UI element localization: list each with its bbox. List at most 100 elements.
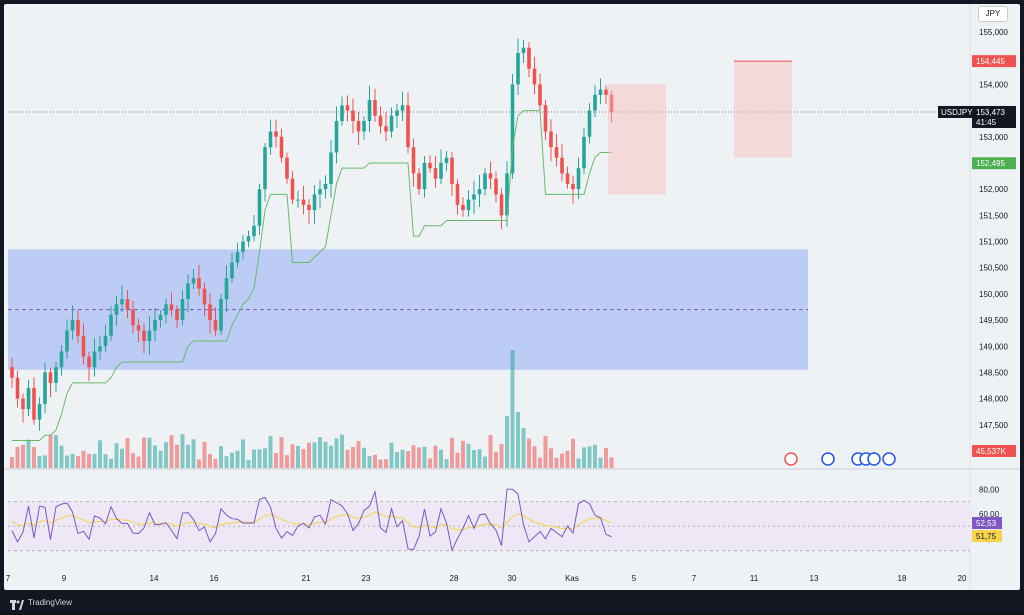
candle[interactable] xyxy=(345,105,350,111)
candle[interactable] xyxy=(307,204,311,211)
candle[interactable] xyxy=(301,199,306,205)
candle[interactable] xyxy=(70,320,75,331)
candle[interactable] xyxy=(538,84,542,106)
candle[interactable] xyxy=(549,131,553,148)
candle[interactable] xyxy=(252,225,256,237)
candle[interactable] xyxy=(21,398,25,410)
candle[interactable] xyxy=(560,157,564,174)
candle[interactable] xyxy=(356,121,361,132)
candle[interactable] xyxy=(268,131,273,148)
candle[interactable] xyxy=(472,194,476,200)
candle[interactable] xyxy=(131,309,135,326)
candle[interactable] xyxy=(92,351,97,368)
candle[interactable] xyxy=(158,314,163,321)
candle[interactable] xyxy=(527,47,531,69)
candle[interactable] xyxy=(48,372,53,383)
candle[interactable] xyxy=(510,84,515,174)
candle[interactable] xyxy=(439,162,443,179)
candle[interactable] xyxy=(65,330,69,352)
candle[interactable] xyxy=(400,105,405,111)
candle[interactable] xyxy=(246,236,251,242)
candle[interactable] xyxy=(406,105,410,148)
candle[interactable] xyxy=(318,189,322,195)
candle[interactable] xyxy=(10,367,14,378)
candle[interactable] xyxy=(208,304,212,321)
chart-frame[interactable]: 155,000 154,000 153,000 152,000 151,500 151,0… xyxy=(4,4,1020,590)
candle[interactable] xyxy=(576,168,581,190)
candle[interactable] xyxy=(235,251,240,263)
candle[interactable] xyxy=(54,367,58,383)
candle[interactable] xyxy=(367,100,372,122)
candle[interactable] xyxy=(428,162,432,169)
candle[interactable] xyxy=(164,304,168,315)
currency-selector[interactable]: JPY xyxy=(978,6,1008,22)
candle[interactable] xyxy=(142,330,146,342)
candle[interactable] xyxy=(351,110,355,122)
candle[interactable] xyxy=(532,68,537,85)
us-flag-event-icon[interactable] xyxy=(882,452,896,466)
candle[interactable] xyxy=(37,403,42,420)
candle[interactable] xyxy=(593,94,597,111)
candle[interactable] xyxy=(59,351,64,368)
chart-canvas[interactable]: 155,000 154,000 153,000 152,000 151,500 151,0… xyxy=(4,4,1020,590)
candle[interactable] xyxy=(422,162,427,190)
candle[interactable] xyxy=(147,330,152,342)
candle[interactable] xyxy=(241,241,245,252)
candle[interactable] xyxy=(76,320,80,336)
candle[interactable] xyxy=(334,121,339,153)
candle[interactable] xyxy=(274,131,278,137)
candle[interactable] xyxy=(263,147,267,190)
candle[interactable] xyxy=(378,115,383,127)
candle[interactable] xyxy=(219,299,223,331)
candle[interactable] xyxy=(329,152,333,184)
candle[interactable] xyxy=(571,183,575,190)
candle[interactable] xyxy=(98,346,102,352)
candle[interactable] xyxy=(290,178,295,200)
candle[interactable] xyxy=(197,278,201,289)
tradingview-logo[interactable]: TradingView xyxy=(10,597,72,610)
candle[interactable] xyxy=(114,304,119,315)
candle[interactable] xyxy=(483,173,487,190)
candle[interactable] xyxy=(582,136,586,169)
candle[interactable] xyxy=(362,121,366,132)
candle[interactable] xyxy=(26,388,31,410)
candle[interactable] xyxy=(604,89,608,95)
candle[interactable] xyxy=(125,299,130,310)
candle[interactable] xyxy=(455,183,460,205)
candle[interactable] xyxy=(285,157,289,179)
candle[interactable] xyxy=(587,110,592,137)
candle[interactable] xyxy=(43,372,47,404)
candle[interactable] xyxy=(461,204,465,211)
us-flag-event-icon[interactable] xyxy=(867,452,881,466)
candle[interactable] xyxy=(554,147,559,158)
candle[interactable] xyxy=(175,309,179,321)
candle[interactable] xyxy=(395,110,399,116)
candle[interactable] xyxy=(169,304,174,310)
us-flag-event-icon[interactable] xyxy=(821,452,835,466)
candle[interactable] xyxy=(191,278,196,284)
candle[interactable] xyxy=(477,189,482,195)
candle[interactable] xyxy=(598,89,603,95)
candle[interactable] xyxy=(565,173,570,184)
candle[interactable] xyxy=(257,189,262,226)
candle[interactable] xyxy=(15,377,20,399)
candle[interactable] xyxy=(87,356,91,368)
candle[interactable] xyxy=(213,320,218,331)
candle[interactable] xyxy=(120,299,124,305)
candle[interactable] xyxy=(488,173,493,179)
candle[interactable] xyxy=(373,100,377,116)
candle[interactable] xyxy=(505,173,509,216)
candle[interactable] xyxy=(224,278,229,300)
candle[interactable] xyxy=(494,178,498,195)
candle[interactable] xyxy=(230,262,234,279)
candle[interactable] xyxy=(312,194,317,211)
candle[interactable] xyxy=(202,288,207,305)
candle[interactable] xyxy=(411,147,416,174)
candle[interactable] xyxy=(180,299,185,321)
candle[interactable] xyxy=(609,94,614,113)
candle[interactable] xyxy=(279,136,284,158)
candle[interactable] xyxy=(32,388,36,420)
candle[interactable] xyxy=(543,105,548,132)
candle[interactable] xyxy=(186,283,190,300)
candle[interactable] xyxy=(323,183,328,190)
